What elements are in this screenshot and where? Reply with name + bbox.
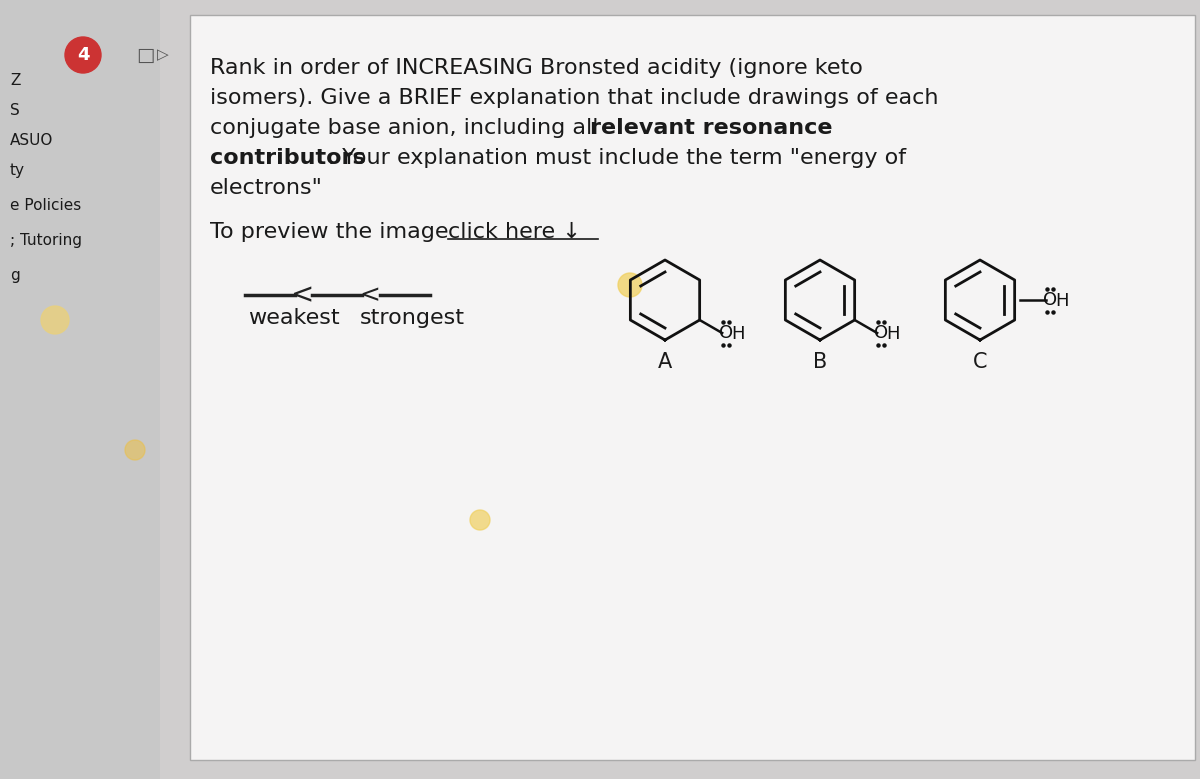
FancyBboxPatch shape [0,0,160,779]
Text: To preview the image: To preview the image [210,222,456,242]
Text: O: O [874,324,888,342]
Text: Rank in order of INCREASING Bronsted acidity (ignore keto: Rank in order of INCREASING Bronsted aci… [210,58,863,78]
Text: H: H [1055,292,1069,310]
Text: <: < [360,283,380,307]
Text: relevant resonance: relevant resonance [590,118,833,138]
Text: g: g [10,267,19,283]
Text: A: A [658,352,672,372]
Text: ty: ty [10,163,25,178]
FancyBboxPatch shape [190,15,1195,760]
Text: electrons": electrons" [210,178,323,198]
Circle shape [41,306,70,334]
Text: O: O [719,324,733,342]
Text: H: H [732,325,745,343]
Text: B: B [812,352,827,372]
Text: O: O [1043,291,1057,309]
Text: weakest: weakest [248,308,340,328]
Text: Z: Z [10,72,20,87]
Circle shape [65,37,101,73]
Text: strongest: strongest [360,308,466,328]
Text: □: □ [136,45,154,65]
Text: ASUO: ASUO [10,132,53,147]
Circle shape [125,440,145,460]
Text: 4: 4 [77,46,89,64]
Text: click here ↓: click here ↓ [448,222,581,242]
Text: <: < [290,281,313,309]
Circle shape [618,273,642,297]
Text: ; Tutoring: ; Tutoring [10,232,82,248]
Text: contributors: contributors [210,148,366,168]
Text: . Your explanation must include the term "energy of: . Your explanation must include the term… [328,148,906,168]
Text: conjugate base anion, including all: conjugate base anion, including all [210,118,606,138]
Text: ▷: ▷ [157,48,169,62]
Text: S: S [10,103,19,118]
Text: H: H [887,325,900,343]
Text: C: C [973,352,988,372]
Text: isomers). Give a BRIEF explanation that include drawings of each: isomers). Give a BRIEF explanation that … [210,88,938,108]
Circle shape [470,510,490,530]
Text: e Policies: e Policies [10,198,82,213]
